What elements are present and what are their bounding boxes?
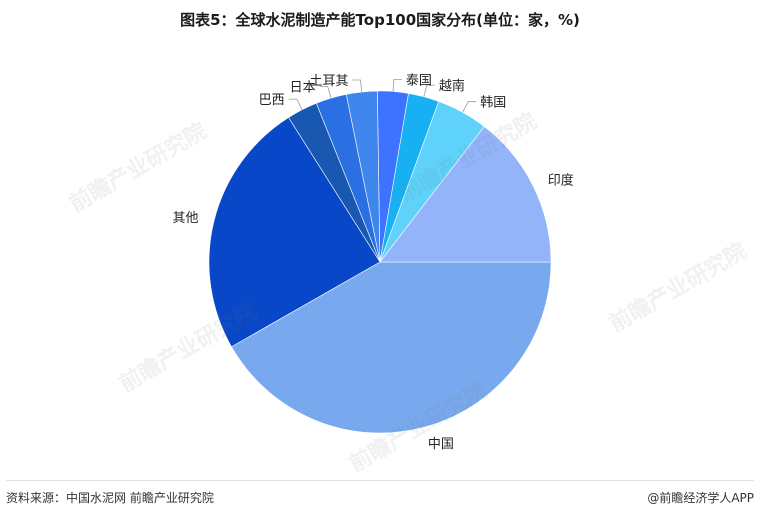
pie-slice-8 xyxy=(379,126,552,263)
source-note: 资料来源：中国水泥网 前瞻产业研究院 xyxy=(6,491,214,505)
leader-line-6 xyxy=(423,84,435,97)
leader-line-5 xyxy=(392,79,402,92)
leader-line-4 xyxy=(352,79,363,93)
slice-label-4: 土耳其 xyxy=(309,74,348,89)
chart-title: 图表5：全球水泥制造产能Top100国家分布(单位：家，%) xyxy=(180,11,580,29)
leader-line-3 xyxy=(319,86,332,99)
leader-line-2 xyxy=(288,98,303,110)
pie-slice-1 xyxy=(208,117,381,348)
slice-label-0: 中国 xyxy=(428,437,454,452)
slice-label-7: 韩国 xyxy=(480,96,506,111)
footer-divider xyxy=(6,480,754,481)
leader-line-7 xyxy=(462,101,477,113)
leader-lines-layer xyxy=(288,79,477,113)
slice-label-2: 巴西 xyxy=(259,93,285,108)
slice-label-5: 泰国 xyxy=(406,74,432,89)
credit-note: @前瞻经济学人APP xyxy=(647,491,754,505)
slice-label-1: 其他 xyxy=(172,211,198,226)
slice-label-6: 越南 xyxy=(439,78,465,94)
slice-label-3: 日本 xyxy=(290,81,316,96)
pie-slice-0 xyxy=(231,261,552,434)
slice-label-8: 印度 xyxy=(548,172,574,188)
slices-layer xyxy=(208,90,552,434)
